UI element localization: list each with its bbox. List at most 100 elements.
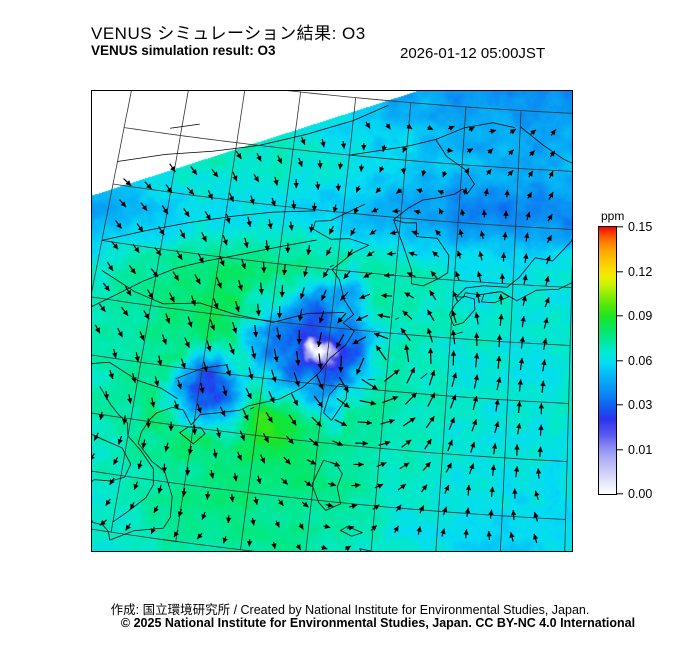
wind-arrow-head bbox=[504, 189, 510, 196]
wind-arrow-head bbox=[105, 499, 111, 506]
colorbar-tick bbox=[616, 359, 623, 362]
wind-arrow-head bbox=[297, 315, 304, 322]
wind-arrow-head bbox=[296, 339, 302, 345]
wind-arrow-head bbox=[314, 184, 321, 190]
wind-arrow-head bbox=[130, 268, 136, 274]
wind-arrow-head bbox=[320, 141, 326, 148]
wind-arrow-head bbox=[510, 510, 517, 516]
wind-arrow-head bbox=[376, 345, 382, 352]
wind-arrow-head bbox=[273, 356, 279, 362]
wind-arrow-head bbox=[404, 292, 411, 298]
y-axis-minor-tick bbox=[91, 483, 92, 484]
wind-arrow-head bbox=[377, 483, 384, 489]
wind-arrow-head bbox=[451, 372, 458, 379]
wind-arrow-head bbox=[279, 291, 285, 298]
wind-arrow-head bbox=[392, 396, 399, 401]
parallel-line bbox=[112, 183, 572, 230]
y-axis-minor-tick bbox=[91, 171, 92, 172]
wind-arrow-head bbox=[404, 344, 410, 351]
wind-arrow-head bbox=[100, 305, 106, 312]
map-plot-area[interactable]: 50˚45˚40˚35˚30˚25˚20˚15˚10˚100˚105˚110˚1… bbox=[91, 90, 573, 552]
wind-arrow-head bbox=[187, 449, 194, 455]
wind-arrow-head bbox=[246, 541, 253, 547]
y-axis-minor-tick bbox=[91, 229, 92, 230]
wind-arrow-head bbox=[347, 251, 353, 257]
x-axis-minor-tick bbox=[525, 551, 526, 552]
y-axis-tick bbox=[91, 90, 92, 91]
colorbar-tick-label: 0.01 bbox=[628, 442, 653, 457]
wind-arrow-head bbox=[416, 188, 423, 194]
y-axis-minor-tick bbox=[91, 298, 92, 299]
coastline-segment bbox=[172, 203, 370, 426]
wind-arrow-head bbox=[180, 232, 185, 239]
wind-arrow-head bbox=[191, 429, 198, 435]
wind-arrow-head bbox=[174, 531, 179, 538]
wind-arrow-head bbox=[452, 291, 458, 298]
wind-arrow-head bbox=[414, 209, 420, 215]
parallel-line bbox=[287, 91, 572, 114]
x-axis-minor-tick bbox=[224, 551, 225, 552]
wind-arrow-head bbox=[199, 387, 205, 394]
y-axis-tick bbox=[91, 264, 92, 265]
wind-arrow-head bbox=[483, 188, 489, 195]
x-axis-minor-tick bbox=[477, 551, 478, 552]
wind-arrow-head bbox=[220, 410, 226, 417]
colorbar-tick-label: 0.09 bbox=[628, 309, 653, 323]
wind-arrow-head bbox=[490, 464, 496, 471]
wind-arrow-head bbox=[381, 146, 387, 152]
meridian-line bbox=[499, 110, 522, 551]
y-axis-minor-tick bbox=[91, 368, 92, 369]
x-axis-minor-tick bbox=[441, 551, 442, 552]
coastline-segment bbox=[329, 264, 334, 268]
wind-arrow-head bbox=[451, 394, 457, 401]
wind-arrow-head bbox=[137, 226, 144, 232]
y-axis-minor-tick bbox=[91, 425, 92, 426]
wind-arrow-head bbox=[324, 523, 331, 529]
wind-arrow-head bbox=[400, 168, 407, 174]
parallel-line bbox=[124, 127, 572, 172]
wind-arrow-head bbox=[219, 260, 225, 267]
x-axis-minor-tick bbox=[417, 551, 418, 552]
wind-arrow-head bbox=[291, 204, 297, 210]
wind-arrow-head bbox=[321, 294, 327, 301]
wind-arrow-head bbox=[316, 341, 323, 347]
wind-arrow-head bbox=[429, 290, 435, 297]
wind-arrow-head bbox=[169, 296, 175, 303]
wind-arrow-head bbox=[435, 229, 441, 236]
colorbar-tick bbox=[616, 404, 623, 406]
wind-arrow-head bbox=[305, 481, 312, 487]
wind-arrow-head bbox=[381, 293, 387, 299]
wind-arrow-head bbox=[340, 143, 347, 149]
wind-arrow-head bbox=[343, 402, 350, 408]
wind-arrow-head bbox=[237, 284, 243, 291]
footer-license-text: © 2025 National Institute for Environmen… bbox=[120, 616, 636, 630]
wind-arrow-head bbox=[450, 330, 457, 336]
x-axis-minor-tick bbox=[236, 551, 237, 552]
wind-arrow-head bbox=[353, 208, 359, 215]
y-axis-minor-tick bbox=[91, 471, 92, 472]
wind-arrow-head bbox=[470, 441, 476, 448]
wind-arrow-head bbox=[409, 417, 416, 423]
y-axis-tick bbox=[91, 495, 92, 496]
wind-arrow-head bbox=[508, 149, 514, 156]
wind-arrow-head bbox=[478, 251, 484, 257]
wind-arrow-head bbox=[271, 543, 277, 549]
wind-arrow-head bbox=[232, 175, 238, 182]
wind-arrow-head bbox=[329, 228, 335, 235]
y-axis-minor-tick bbox=[91, 518, 92, 519]
wind-arrow-head bbox=[406, 123, 413, 129]
x-axis-minor-tick bbox=[260, 551, 261, 552]
wind-arrow-head bbox=[185, 470, 191, 476]
wind-arrow-head bbox=[448, 125, 455, 131]
wind-arrow-head bbox=[486, 531, 492, 537]
wind-arrow-head bbox=[488, 509, 494, 516]
wind-arrow-head bbox=[243, 414, 249, 421]
y-axis-minor-tick bbox=[91, 460, 92, 461]
wind-arrow-head bbox=[362, 440, 368, 446]
wind-arrow-head bbox=[392, 208, 398, 214]
wind-arrow-head bbox=[332, 206, 338, 213]
y-axis-minor-tick bbox=[91, 183, 92, 184]
y-axis-tick bbox=[91, 206, 92, 207]
wind-arrow-head bbox=[122, 309, 128, 316]
wind-arrow-head bbox=[295, 544, 301, 550]
